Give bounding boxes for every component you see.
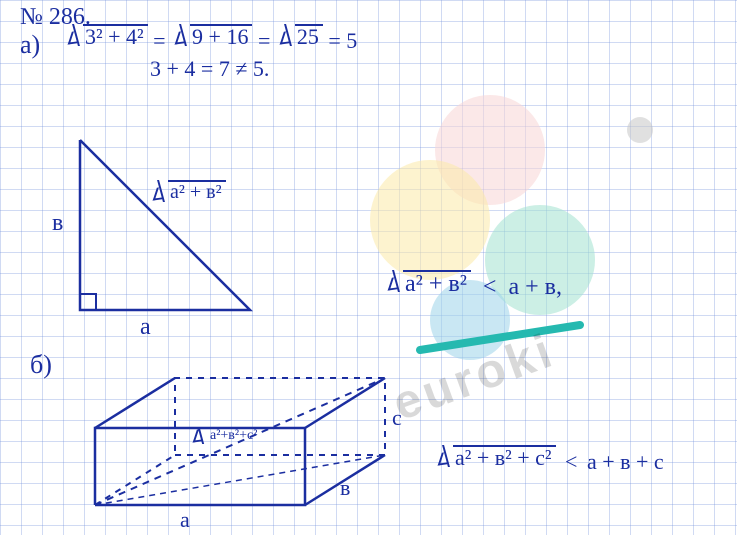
box-side-a-label: а [180, 507, 190, 533]
a-plus-b-plus-c: a + в + c [587, 449, 664, 474]
box-side-c-label: с [392, 405, 402, 431]
sqrt-a2b2c2: a² + в² + c² [453, 445, 556, 471]
part-b-inequality: a² + в² + c² < a + в + c [440, 445, 664, 475]
sqrt-a2b2c2-small: a²+в²+c² [208, 428, 261, 445]
box-side-b-label: в [340, 475, 350, 501]
lt-sign-b: < [565, 449, 577, 474]
box-diagonal-label: a²+в²+c² [195, 428, 261, 451]
